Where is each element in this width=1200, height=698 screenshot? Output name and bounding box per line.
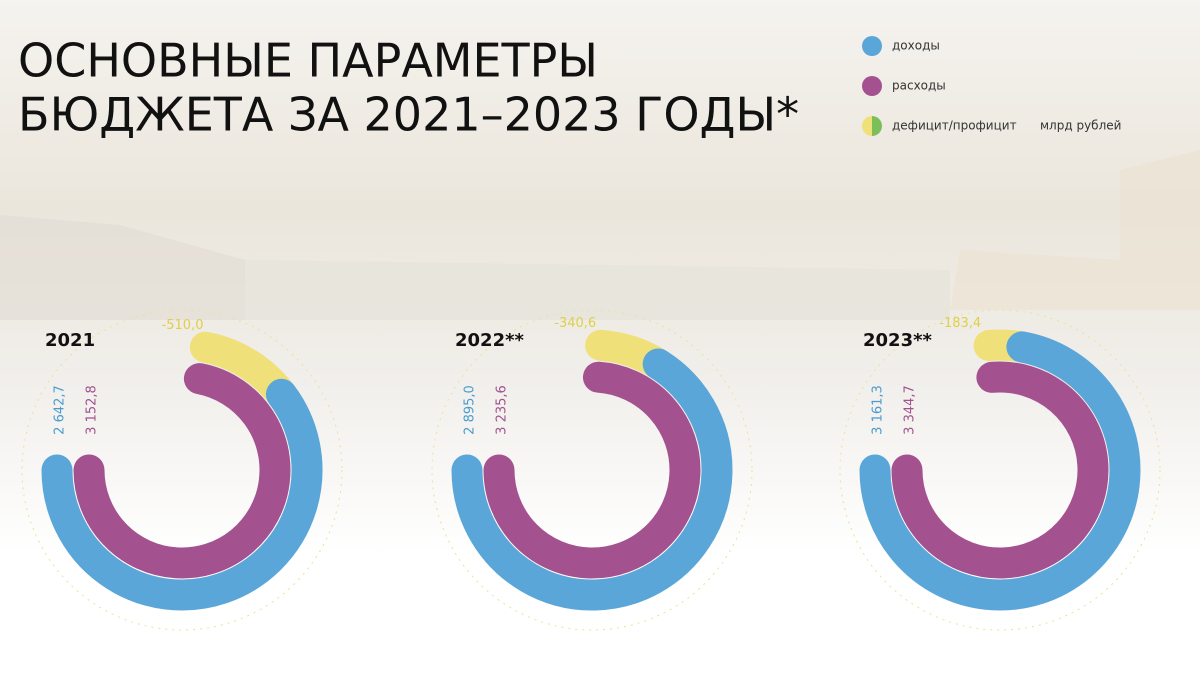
background-shape — [950, 150, 1200, 310]
legend-label: доходы — [892, 39, 940, 53]
income-arc — [41, 378, 323, 611]
legend-swatch — [862, 116, 882, 136]
deficit-label: -510,0 — [162, 318, 204, 333]
background-shape — [245, 260, 950, 320]
background-shape — [0, 215, 245, 320]
legend-swatch — [862, 76, 882, 96]
legend-label: расходы — [892, 79, 946, 93]
title-line: БЮДЖЕТА ЗА 2021–2023 ГОДЫ* — [18, 88, 799, 142]
expense-arc — [483, 361, 701, 579]
value-label: 3 152,8 — [85, 385, 100, 435]
value-label: 2 895,0 — [463, 385, 478, 435]
value-label: 3 161,3 — [871, 385, 886, 435]
value-label: 2 642,7 — [53, 385, 68, 435]
expense-arc — [73, 363, 291, 579]
legend-label: дефицит/профицит — [892, 119, 1017, 133]
guide-circle — [839, 309, 1161, 631]
value-label: 3 344,7 — [903, 385, 918, 435]
guide-circle — [21, 309, 343, 631]
legend-swatch — [862, 36, 882, 56]
chart-title: 2021 — [45, 330, 95, 351]
chart-title: 2023** — [863, 330, 933, 351]
income-arc — [859, 331, 1141, 611]
income-arc — [451, 348, 733, 611]
guide-circle — [431, 309, 753, 631]
deficit-label: -183,4 — [939, 316, 981, 331]
title-line: ОСНОВНЫЕ ПАРАМЕТРЫ — [18, 34, 598, 88]
expense-arc — [891, 361, 1109, 579]
deficit-label: -340,6 — [554, 316, 596, 331]
unit-label: млрд рублей — [1040, 119, 1121, 133]
value-label: 3 235,6 — [495, 385, 510, 435]
chart-title: 2022** — [455, 330, 525, 351]
legend: доходы расходы дефицит/профицит — [862, 36, 1017, 136]
